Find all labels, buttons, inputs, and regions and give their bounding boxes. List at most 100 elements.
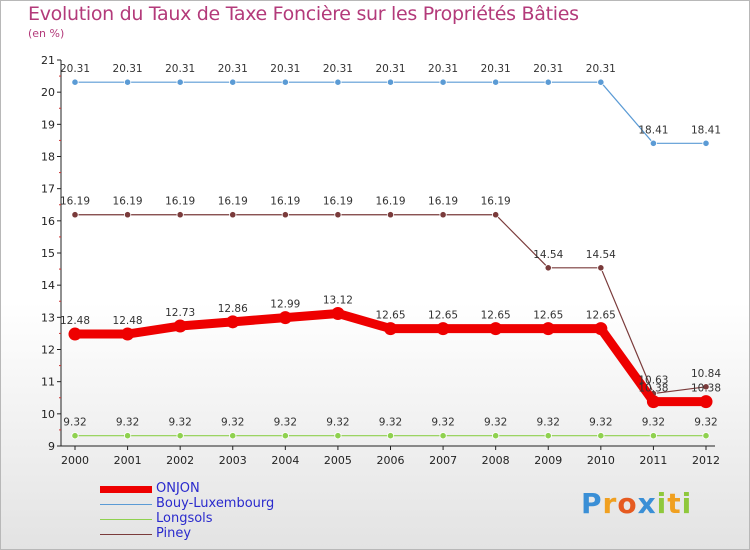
data-point-longsols — [386, 432, 395, 440]
data-label-onjon: 12.65 — [375, 310, 405, 322]
data-label-piney: 16.19 — [218, 196, 248, 208]
legend-swatch-longsols — [100, 519, 152, 520]
data-label-onjon: 12.48 — [113, 315, 143, 327]
x-tick-label: 2008 — [482, 454, 510, 467]
y-tick-label: 20 — [41, 86, 55, 99]
x-tick-label: 2001 — [114, 454, 142, 467]
data-label-onjon: 12.65 — [533, 310, 563, 322]
data-label-longsols: 9.32 — [379, 417, 402, 429]
series-line-piney — [74, 214, 707, 395]
y-tick-label: 15 — [41, 247, 55, 260]
data-point-piney — [123, 211, 132, 219]
data-point-piney — [229, 211, 237, 219]
y-tick-label: 18 — [41, 151, 55, 164]
legend-swatch-piney — [100, 534, 152, 535]
x-tick-label: 2000 — [61, 454, 89, 467]
data-label-bouy-luxembourg: 20.31 — [375, 63, 405, 75]
data-point-longsols — [439, 432, 447, 440]
y-tick-label: 21 — [41, 54, 55, 67]
data-point-longsols — [597, 432, 605, 440]
x-tick-label: 2011 — [639, 454, 667, 467]
data-label-longsols: 9.32 — [63, 417, 86, 429]
y-tick-label: 9 — [48, 440, 55, 453]
data-label-piney: 16.19 — [375, 196, 405, 208]
data-label-bouy-luxembourg: 20.31 — [481, 63, 511, 75]
data-point-onjon — [699, 395, 713, 409]
y-tick-label: 14 — [41, 279, 55, 292]
data-point-bouy-luxembourg — [71, 78, 79, 86]
data-label-piney: 10.63 — [638, 375, 668, 387]
data-point-bouy-luxembourg — [649, 139, 658, 147]
y-tick-label: 11 — [41, 376, 55, 389]
data-point-piney — [544, 264, 552, 272]
data-point-onjon — [173, 319, 187, 333]
data-label-onjon: 12.48 — [60, 315, 90, 327]
data-point-piney — [702, 383, 710, 391]
data-label-bouy-luxembourg: 18.41 — [638, 124, 668, 136]
data-point-bouy-luxembourg — [597, 78, 605, 86]
data-point-piney — [176, 211, 184, 219]
legend-label-longsols: Longsols — [156, 511, 213, 526]
x-tick-label: 2003 — [219, 454, 247, 467]
chart-title: Evolution du Taux de Taxe Foncière sur l… — [28, 3, 579, 25]
data-label-bouy-luxembourg: 18.41 — [691, 124, 721, 136]
data-label-onjon: 10.38 — [691, 383, 721, 395]
data-point-longsols — [71, 432, 79, 440]
y-tick-label: 19 — [41, 118, 55, 131]
x-tick-label: 2006 — [377, 454, 405, 467]
data-label-bouy-luxembourg: 20.31 — [533, 63, 563, 75]
data-label-longsols: 9.32 — [431, 417, 454, 429]
data-point-piney — [334, 211, 342, 219]
x-tick-label: 2004 — [271, 454, 299, 467]
data-point-bouy-luxembourg — [544, 78, 552, 86]
data-point-piney — [597, 264, 605, 272]
y-tick-label: 17 — [41, 183, 55, 196]
data-label-onjon: 12.86 — [218, 303, 248, 315]
data-point-onjon — [646, 395, 660, 409]
y-tick-label: 12 — [41, 344, 55, 357]
data-label-longsols: 9.32 — [168, 417, 191, 429]
data-label-piney: 14.54 — [586, 249, 616, 261]
y-tick-label: 13 — [41, 311, 55, 324]
data-label-piney: 16.19 — [113, 196, 143, 208]
data-point-onjon — [121, 327, 135, 341]
legend-label-bouy-luxembourg: Bouy-Luxembourg — [156, 496, 275, 511]
data-label-piney: 10.84 — [691, 368, 721, 380]
x-tick-label: 2002 — [166, 454, 194, 467]
legend-label-piney: Piney — [156, 526, 192, 541]
data-point-bouy-luxembourg — [229, 78, 237, 86]
data-label-onjon: 12.65 — [428, 310, 458, 322]
data-label-longsols: 9.32 — [484, 417, 507, 429]
data-label-longsols: 9.32 — [221, 417, 244, 429]
data-label-onjon: 12.65 — [481, 310, 511, 322]
data-point-bouy-luxembourg — [281, 78, 289, 86]
data-label-piney: 16.19 — [60, 196, 90, 208]
data-label-longsols: 9.32 — [274, 417, 297, 429]
data-point-onjon — [594, 322, 608, 336]
data-point-onjon — [68, 327, 82, 341]
data-label-bouy-luxembourg: 20.31 — [165, 63, 195, 75]
data-label-piney: 16.19 — [270, 196, 300, 208]
data-point-bouy-luxembourg — [439, 78, 447, 86]
data-point-piney — [439, 211, 447, 219]
y-tick-label: 10 — [41, 408, 55, 421]
data-point-onjon — [489, 322, 503, 336]
data-label-onjon: 13.12 — [323, 294, 353, 306]
data-point-piney — [281, 211, 289, 219]
data-label-onjon: 12.73 — [165, 307, 195, 319]
data-point-piney — [71, 211, 79, 219]
legend-swatch-onjon — [100, 486, 152, 493]
data-label-bouy-luxembourg: 20.31 — [428, 63, 458, 75]
data-label-piney: 14.54 — [533, 249, 563, 261]
data-label-bouy-luxembourg: 20.31 — [586, 63, 616, 75]
data-point-onjon — [541, 322, 555, 336]
x-tick-label: 2010 — [587, 454, 615, 467]
x-tick-label: 2012 — [692, 454, 720, 467]
data-label-bouy-luxembourg: 20.31 — [60, 63, 90, 75]
data-label-longsols: 9.32 — [642, 417, 665, 429]
series-line-bouy-luxembourg — [74, 81, 707, 144]
data-label-onjon: 10.38 — [638, 383, 668, 395]
data-point-longsols — [176, 432, 184, 440]
